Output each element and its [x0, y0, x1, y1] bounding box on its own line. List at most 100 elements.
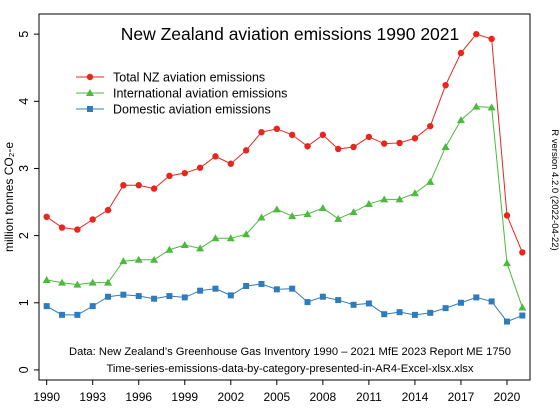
legend-item: Domestic aviation emissions	[76, 103, 271, 117]
data-point	[472, 102, 481, 110]
data-point	[427, 309, 434, 316]
data-point	[441, 142, 450, 150]
y-axis: 0 1 2 3 4 5	[17, 31, 39, 373]
data-point	[319, 131, 327, 139]
legend-label: Domestic aviation emissions	[113, 103, 271, 117]
data-point	[456, 116, 465, 124]
data-point	[289, 285, 296, 292]
data-point	[197, 287, 204, 294]
data-point	[411, 311, 418, 318]
x-tick-label: 1990	[33, 390, 60, 404]
data-point	[151, 295, 158, 302]
data-point	[473, 30, 480, 38]
data-point	[350, 143, 357, 151]
data-point	[319, 293, 326, 300]
data-point	[227, 292, 234, 299]
data-point	[334, 214, 343, 222]
data-point	[226, 234, 235, 242]
data-point	[243, 282, 250, 289]
data-point	[242, 230, 251, 238]
legend-swatch-marker	[86, 89, 94, 96]
legend-swatch-marker	[87, 106, 93, 112]
series-1	[42, 102, 527, 311]
data-point	[166, 293, 173, 300]
x-tick-label: 2005	[263, 390, 290, 404]
data-point	[166, 172, 173, 180]
data-point	[457, 49, 465, 57]
data-point	[288, 131, 296, 139]
data-point	[503, 318, 510, 325]
data-point	[242, 147, 250, 154]
data-point	[426, 177, 435, 185]
x-tick-label: 1996	[125, 390, 152, 404]
data-point	[42, 275, 51, 283]
data-point	[135, 182, 142, 189]
legend-label: International aviation emissions	[113, 87, 287, 101]
data-point	[104, 206, 112, 214]
data-point	[318, 204, 327, 212]
x-tick-label: 2014	[402, 390, 429, 404]
x-tick-label: 1993	[79, 390, 106, 404]
data-point	[74, 311, 81, 318]
data-point	[212, 153, 219, 160]
data-point	[105, 293, 112, 300]
series-0	[43, 30, 526, 256]
data-point	[396, 139, 403, 147]
data-point	[273, 286, 280, 293]
data-point	[180, 241, 189, 249]
data-point	[89, 216, 96, 223]
legend-swatch-marker	[86, 73, 94, 81]
data-point	[120, 291, 127, 298]
series-2	[43, 280, 526, 325]
data-point	[272, 205, 281, 213]
data-point	[473, 294, 480, 301]
data-point	[518, 303, 527, 311]
y-tick-label: 2	[17, 232, 31, 239]
data-point	[502, 259, 511, 267]
data-point	[135, 293, 142, 300]
data-point	[211, 234, 220, 242]
data-point	[519, 312, 526, 319]
data-point	[88, 278, 97, 286]
data-point	[381, 311, 388, 318]
data-point	[165, 245, 174, 253]
data-source-line-2: Time-series-emissions-data-by-category-p…	[106, 363, 473, 375]
data-point	[288, 212, 297, 220]
data-point	[304, 143, 311, 150]
y-tick-label: 3	[17, 165, 31, 172]
data-point	[349, 208, 358, 216]
data-point	[58, 224, 66, 231]
data-point	[43, 213, 50, 221]
data-point	[181, 169, 188, 177]
x-tick-label: 2017	[448, 390, 475, 404]
data-point	[488, 35, 495, 43]
data-point	[335, 145, 342, 153]
data-point	[59, 311, 66, 318]
data-point	[258, 128, 265, 136]
data-point	[410, 189, 419, 197]
series-line	[46, 283, 523, 323]
data-point	[395, 195, 404, 203]
data-point	[181, 294, 188, 301]
data-point	[411, 135, 419, 142]
data-point	[120, 182, 127, 189]
data-point	[73, 280, 82, 288]
x-tick-label: 2002	[217, 390, 244, 404]
y-tick-label: 0	[17, 366, 31, 373]
y-axis-label: million tonnes CO₂-e	[2, 142, 16, 252]
x-tick-label: 2011	[356, 390, 382, 404]
x-tick-label: 2020	[494, 390, 521, 404]
data-point	[442, 305, 449, 312]
data-point	[427, 122, 434, 130]
data-point	[43, 303, 50, 310]
x-tick-label: 1999	[171, 390, 198, 404]
data-point	[488, 298, 495, 305]
data-point	[58, 278, 67, 286]
plot-frame	[38, 13, 531, 381]
data-point	[119, 257, 128, 265]
data-point	[365, 300, 372, 307]
data-point	[519, 249, 526, 256]
data-point	[457, 299, 464, 306]
data-point	[381, 140, 388, 147]
